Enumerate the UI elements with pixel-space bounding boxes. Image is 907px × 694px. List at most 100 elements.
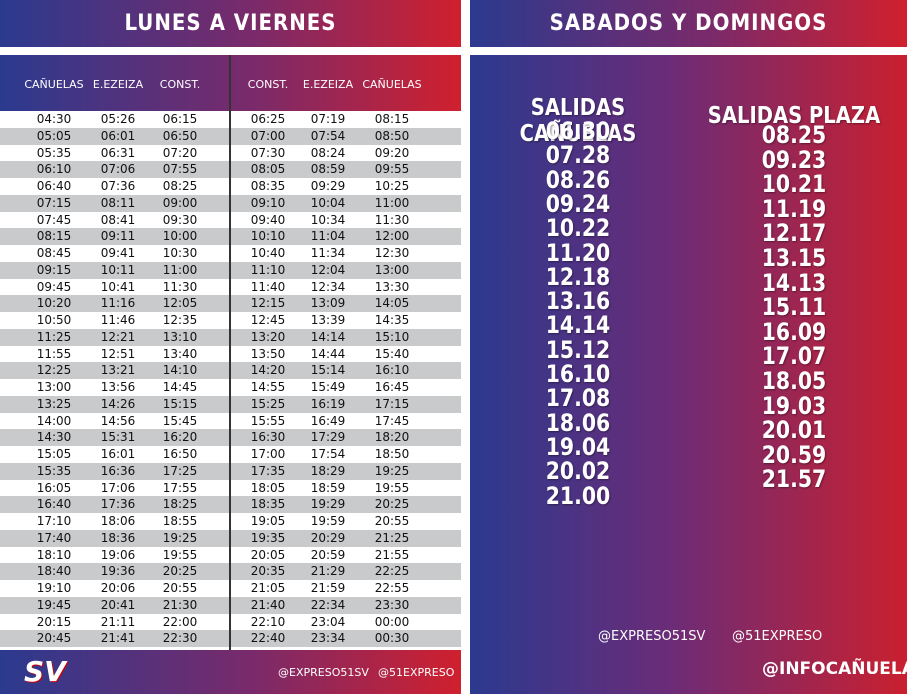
time-cell: 20:59 — [310, 547, 346, 562]
right-title: SABADOS Y DOMINGOS — [470, 0, 907, 47]
time-cell: 21:40 — [250, 597, 286, 612]
time-cell: 08:50 — [374, 128, 410, 143]
column-header: CAÑUELAS — [24, 78, 84, 91]
time-cell: 13:09 — [310, 296, 346, 311]
time-cell: 21:55 — [374, 547, 410, 562]
time-cell: 20:06 — [100, 581, 136, 595]
time-cell: 09:41 — [100, 246, 136, 260]
departure-time: 21.57 — [761, 465, 827, 494]
time-cell: 14:05 — [374, 296, 410, 311]
time-cell: 16:36 — [100, 463, 136, 478]
time-cell: 05:26 — [100, 112, 136, 126]
time-cell: 15:35 — [36, 463, 72, 478]
time-cell: 12:05 — [162, 296, 198, 311]
time-cell: 09:11 — [100, 229, 136, 244]
time-cell: 20:25 — [162, 564, 198, 579]
time-cell: 05:35 — [36, 145, 72, 160]
time-cell: 11:00 — [374, 195, 410, 210]
time-cell: 18:05 — [250, 480, 286, 495]
departure-time: 15.12 — [545, 335, 611, 364]
departure-time: 14.13 — [761, 268, 827, 297]
time-cell: 12:34 — [310, 279, 346, 294]
time-cell: 05:05 — [36, 128, 72, 143]
time-cell: 19:25 — [374, 463, 410, 478]
time-cell: 21:59 — [310, 581, 346, 595]
time-cell: 12:15 — [250, 296, 286, 311]
time-cell: 16:45 — [374, 380, 410, 394]
time-cell: 12:25 — [36, 363, 72, 378]
departure-time: 19.03 — [761, 391, 827, 420]
time-cell: 08:45 — [36, 246, 72, 260]
time-cell: 19:35 — [250, 530, 286, 545]
time-cell: 06:25 — [250, 112, 286, 126]
time-cell: 12:21 — [100, 329, 136, 344]
time-cell: 19:29 — [310, 497, 346, 512]
time-cell: 07:30 — [250, 145, 286, 160]
hashtag: @INFOCAÑUELAS — [762, 659, 907, 679]
time-cell: 13:00 — [36, 380, 72, 394]
time-cell: 11:04 — [310, 229, 346, 244]
time-cell: 09:10 — [250, 195, 286, 210]
time-cell: 17:00 — [250, 447, 286, 461]
time-cell: 14:26 — [100, 396, 136, 411]
time-cell: 11:30 — [162, 279, 198, 294]
departure-time: 13.15 — [761, 244, 827, 272]
time-cell: 22:34 — [310, 597, 346, 612]
time-cell: 10:25 — [374, 179, 410, 193]
time-cell: 08:41 — [100, 212, 136, 227]
time-cell: 17:54 — [310, 447, 346, 461]
time-cell: 13:00 — [374, 262, 410, 277]
departure-time: 09.23 — [761, 145, 827, 174]
time-cell: 09:20 — [374, 145, 410, 160]
time-cell: 19:55 — [162, 547, 198, 562]
time-cell: 22:25 — [374, 564, 410, 579]
time-cell: 06:50 — [162, 128, 198, 143]
time-cell: 18:40 — [36, 564, 72, 579]
twitter: @51EXPRESO — [732, 629, 823, 644]
column-header: E.EZEIZA — [92, 78, 144, 91]
time-cell: 11:16 — [100, 296, 136, 311]
time-cell: 14:30 — [36, 430, 72, 445]
time-cell: 10:40 — [250, 246, 286, 260]
time-cell: 20:55 — [374, 514, 410, 528]
time-cell: 06:31 — [100, 145, 136, 160]
departure-time: 16.10 — [545, 360, 611, 388]
time-cell: 14:44 — [310, 346, 346, 361]
time-cell: 07:06 — [100, 162, 136, 177]
column-header: CONST. — [159, 78, 201, 91]
time-cell: 19:55 — [374, 480, 410, 495]
time-cell: 09:15 — [36, 262, 72, 277]
departure-time: 06.30 — [545, 117, 611, 145]
time-cell: 14:35 — [374, 313, 410, 327]
time-cell: 21:29 — [310, 564, 346, 579]
instagram: @EXPRESO51SV — [278, 666, 369, 679]
column-header: CONST. — [247, 78, 289, 91]
time-cell: 17:45 — [374, 413, 410, 428]
weekend-content: @EXPRESO51SV @51EXPRESO @INFOCAÑUELAS SA… — [470, 55, 907, 694]
time-cell: 04:30 — [36, 112, 72, 126]
time-cell: 18:36 — [100, 530, 136, 545]
time-cell: 14:00 — [36, 413, 72, 428]
time-cell: 15:49 — [310, 380, 346, 394]
time-cell: 10:20 — [36, 296, 72, 311]
time-cell: 16:49 — [310, 413, 346, 428]
time-cell: 17:15 — [374, 396, 410, 411]
time-cell: 18:10 — [36, 547, 72, 562]
departure-time: 20.02 — [545, 457, 611, 486]
time-cell: 18:50 — [374, 447, 410, 461]
time-cell: 12:51 — [100, 346, 136, 361]
time-cell: 13:30 — [374, 279, 410, 294]
time-cell: 09:55 — [374, 162, 410, 177]
time-cell: 19:59 — [310, 514, 346, 528]
time-cell: 15:14 — [310, 363, 346, 378]
time-cell: 11:00 — [162, 262, 198, 277]
time-cell: 20:15 — [36, 614, 72, 629]
departure-time: 21.00 — [545, 481, 611, 510]
time-cell: 23:04 — [310, 614, 346, 629]
time-cell: 13:10 — [162, 329, 198, 344]
time-cell: 21:25 — [374, 530, 410, 545]
time-cell: 15:45 — [162, 413, 198, 428]
time-cell: 09:00 — [162, 195, 198, 210]
departure-time: 16.09 — [761, 317, 827, 346]
time-cell: 08:35 — [250, 179, 286, 193]
